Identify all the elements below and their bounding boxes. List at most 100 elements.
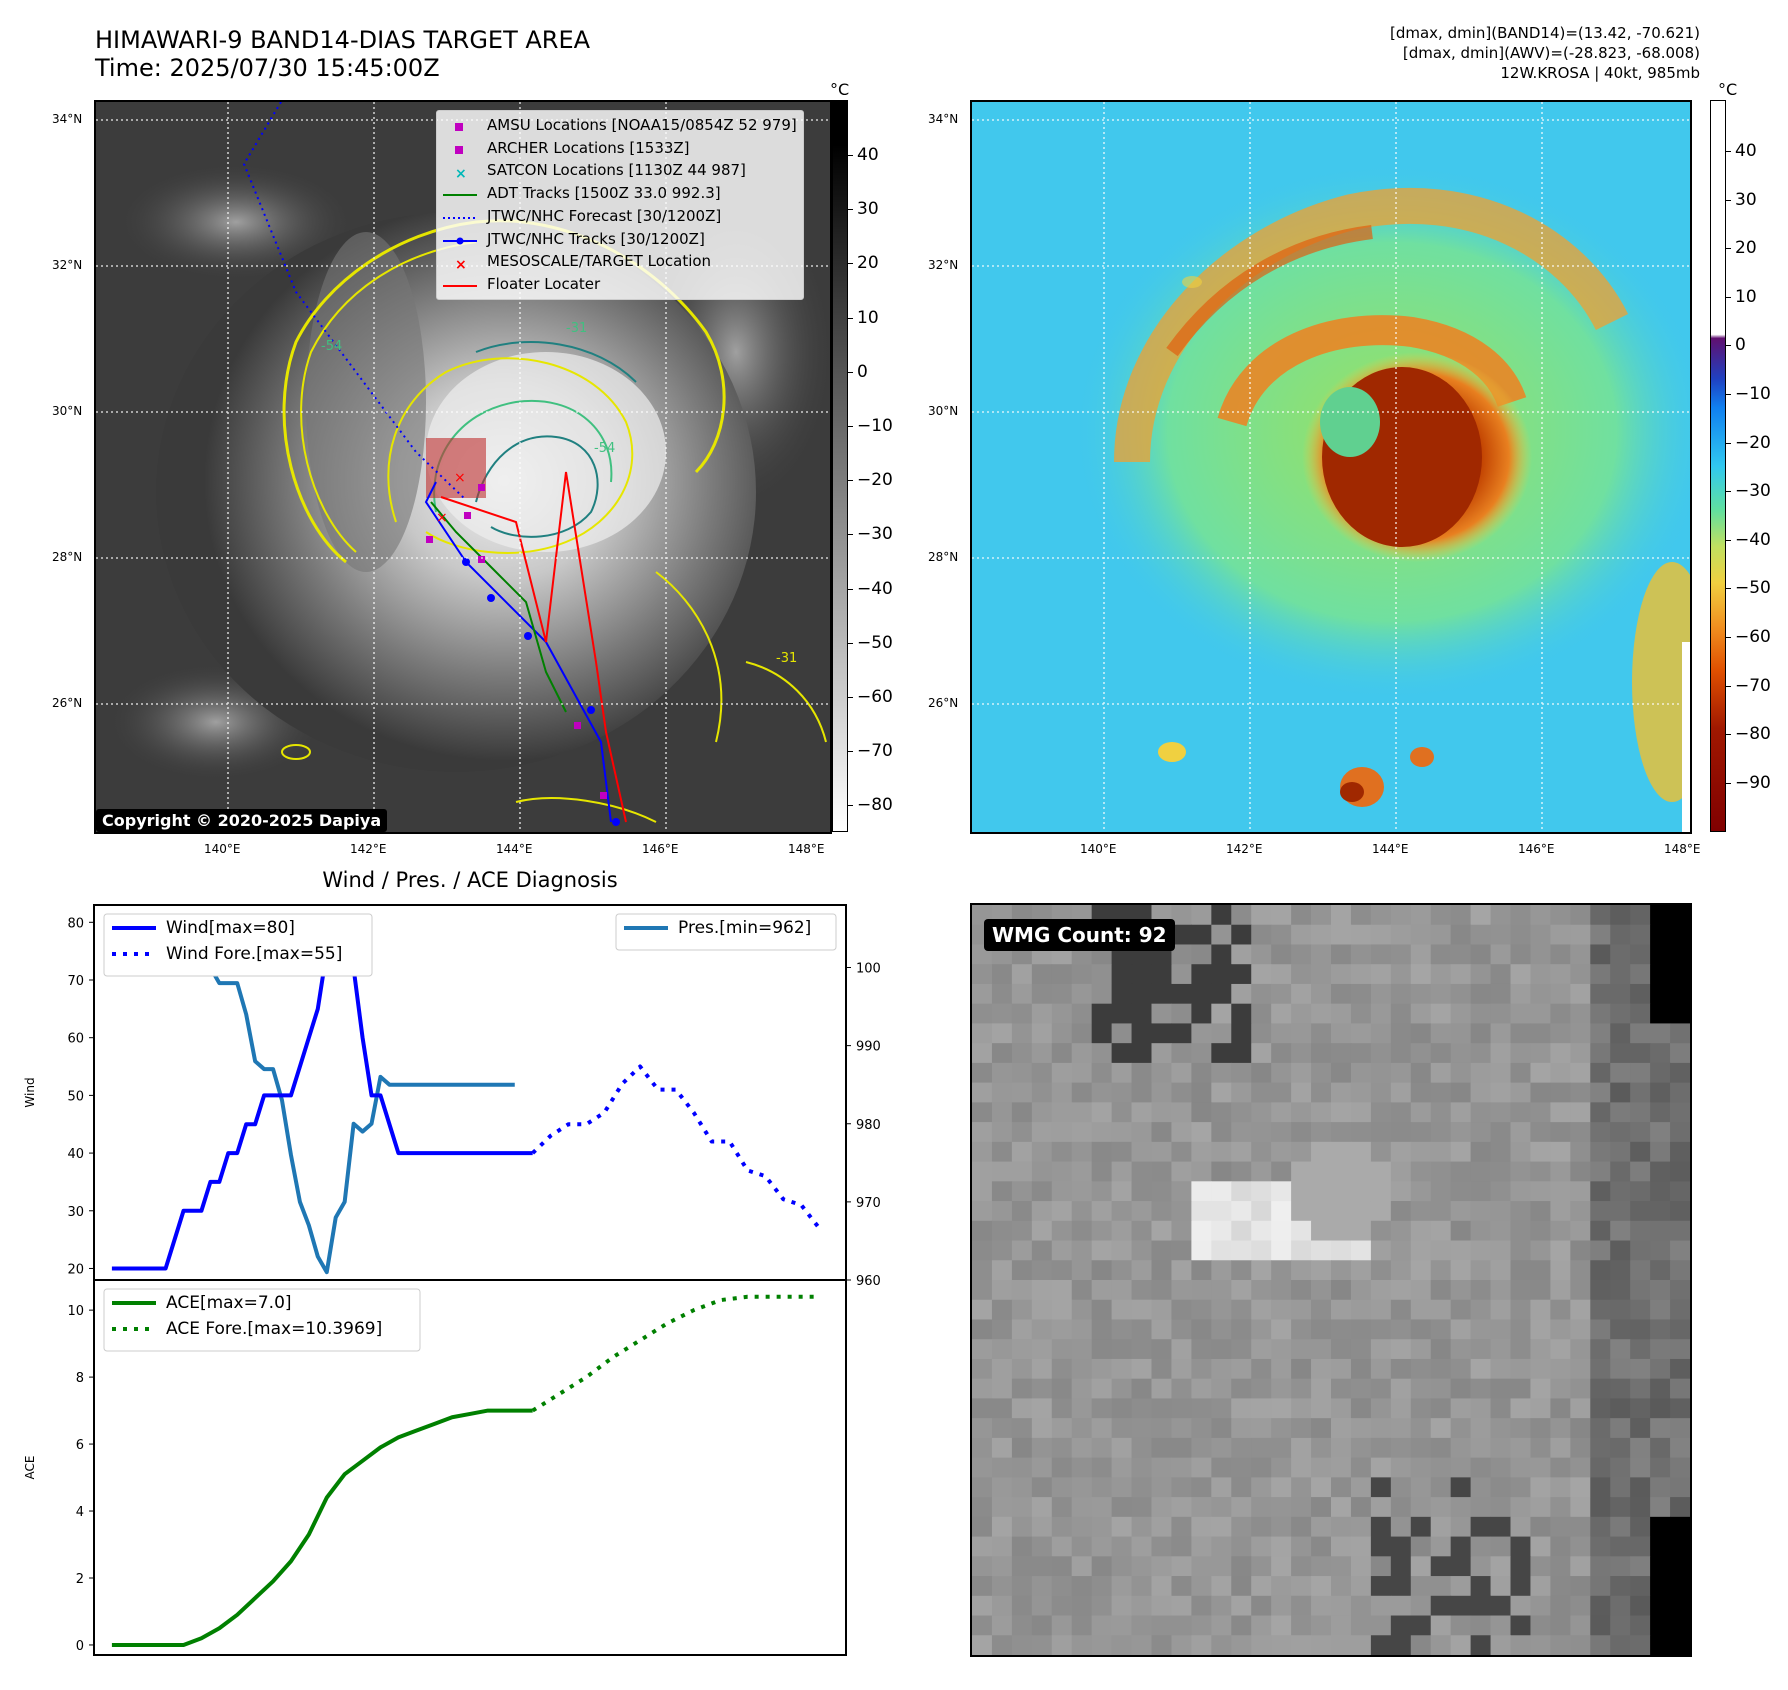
wmg-pixel xyxy=(972,1260,993,1281)
wmg-pixel xyxy=(991,1220,1013,1242)
wmg-pixel xyxy=(1031,1181,1053,1202)
wmg-pixel xyxy=(1171,1477,1192,1498)
wmg-pixel xyxy=(1590,1595,1611,1617)
wmg-pixel xyxy=(1350,1556,1372,1577)
wmg-pixel xyxy=(991,1418,1013,1439)
wmg-pixel xyxy=(1470,1437,1492,1459)
wmg-pixel xyxy=(1490,1595,1511,1617)
wmg-pixel xyxy=(1650,924,1671,945)
wmg-pixel xyxy=(1111,1082,1133,1103)
wmg-pixel xyxy=(1530,1418,1551,1439)
wmg-pixel xyxy=(1291,1418,1312,1439)
colorbar-tick-label: 0 xyxy=(857,361,868,382)
legend-item: Floater Locater xyxy=(443,273,797,296)
colorbar-tick-label: −70 xyxy=(1735,675,1771,696)
wmg-pixel xyxy=(1011,1556,1033,1577)
wmg-pixel xyxy=(1370,1398,1392,1419)
wind-axis-label: Wind xyxy=(23,1077,37,1107)
wmg-pixel xyxy=(1350,1358,1372,1380)
wmg-pixel xyxy=(1670,1161,1690,1182)
wmg-pixel xyxy=(1630,983,1651,1005)
wmg-pixel xyxy=(1271,1240,1292,1261)
wmg-pixel xyxy=(1191,1477,1212,1498)
wmg-pixel xyxy=(1670,944,1690,965)
wmg-pixel xyxy=(1550,1043,1571,1064)
colorbar-tick-mark xyxy=(848,480,853,482)
wmg-pixel xyxy=(1091,1280,1113,1301)
wmg-image xyxy=(972,905,1690,1655)
wmg-pixel xyxy=(1131,1576,1152,1597)
wmg-pixel xyxy=(1390,1141,1412,1163)
wmg-pixel xyxy=(1650,944,1671,965)
wmg-pixel xyxy=(1610,1003,1631,1024)
colorbar-tick-mark xyxy=(848,805,853,807)
wmg-pixel xyxy=(1590,1220,1611,1242)
chart-legend-label: Wind[max=80] xyxy=(166,918,295,938)
wmg-pixel xyxy=(1171,1339,1192,1360)
wmg-pixel xyxy=(1410,1043,1432,1064)
wmg-pixel xyxy=(1650,1003,1671,1024)
wmg-pixel xyxy=(1031,1378,1053,1399)
wmg-pixel xyxy=(1390,1556,1412,1577)
wmg-pixel xyxy=(1071,1023,1093,1044)
wind-tick-label: 30 xyxy=(67,1205,84,1220)
wmg-pixel xyxy=(1171,1635,1192,1655)
ace-tick-label: 6 xyxy=(76,1438,84,1453)
wmg-pixel xyxy=(1271,1457,1292,1478)
wmg-pixel xyxy=(1151,1595,1172,1617)
wmg-pixel xyxy=(1311,1398,1332,1419)
wmg-pixel xyxy=(1610,1299,1631,1320)
wmg-pixel xyxy=(1450,924,1472,945)
wmg-pixel xyxy=(1211,1201,1232,1222)
wmg-pixel xyxy=(1630,1418,1651,1439)
ace-tick-label: 0 xyxy=(76,1639,84,1654)
wmg-pixel xyxy=(1670,924,1690,945)
wmg-pixel xyxy=(1470,1161,1492,1182)
wmg-pixel xyxy=(1291,1576,1312,1597)
wmg-pixel xyxy=(1550,1220,1571,1242)
colorbar-tick-mark xyxy=(1726,637,1731,638)
wmg-pixel xyxy=(1530,1280,1551,1301)
wmg-pixel xyxy=(991,1260,1013,1281)
wmg-pixel xyxy=(1650,1595,1671,1617)
wmg-pixel xyxy=(1291,1595,1312,1617)
wmg-pixel xyxy=(972,1457,993,1478)
wmg-pixel xyxy=(1171,905,1192,926)
wmg-pixel xyxy=(1450,1339,1472,1360)
wmg-pixel xyxy=(1051,1615,1073,1636)
wmg-pixel xyxy=(1151,1477,1172,1498)
wmg-pixel xyxy=(1370,924,1392,945)
wmg-pixel xyxy=(1071,1181,1093,1202)
wmg-pixel xyxy=(1470,1418,1492,1439)
wmg-pixel xyxy=(1011,1418,1033,1439)
wmg-pixel xyxy=(1350,1576,1372,1597)
wmg-pixel xyxy=(1590,1122,1611,1143)
wmg-pixel xyxy=(1570,1635,1591,1655)
wmg-pixel xyxy=(1051,1497,1073,1518)
wmg-pixel xyxy=(1590,1280,1611,1301)
colorbar-tick-mark xyxy=(1726,442,1731,444)
wmg-pixel xyxy=(1650,1141,1671,1163)
wmg-pixel xyxy=(1331,1201,1352,1222)
wmg-pixel xyxy=(1430,1062,1452,1084)
wmg-pixel xyxy=(1490,1556,1511,1577)
wmg-pixel xyxy=(1550,1457,1571,1478)
wmg-pixel xyxy=(1570,1141,1591,1163)
wmg-pixel xyxy=(1191,1576,1212,1597)
wmg-pixel xyxy=(1490,1082,1511,1103)
wmg-pixel xyxy=(1570,1161,1591,1182)
wmg-pixel xyxy=(1650,1398,1671,1419)
colorbar-tick-label: 30 xyxy=(857,199,879,220)
wmg-pixel xyxy=(1311,1122,1332,1143)
wmg-pixel xyxy=(1131,1378,1152,1399)
wmg-pixel xyxy=(1630,1398,1651,1419)
legend-item: × MESOSCALE/TARGET Location xyxy=(443,250,797,273)
wmg-pixel xyxy=(1091,1635,1113,1655)
ace-forecast-line xyxy=(531,1294,820,1413)
wmg-pixel xyxy=(1331,1576,1352,1597)
wmg-pixel xyxy=(1350,1280,1372,1301)
wmg-pixel xyxy=(1610,1043,1631,1064)
wmg-pixel xyxy=(1211,1457,1232,1478)
wmg-pixel xyxy=(1151,1299,1172,1320)
wmg-pixel xyxy=(1011,1595,1033,1617)
